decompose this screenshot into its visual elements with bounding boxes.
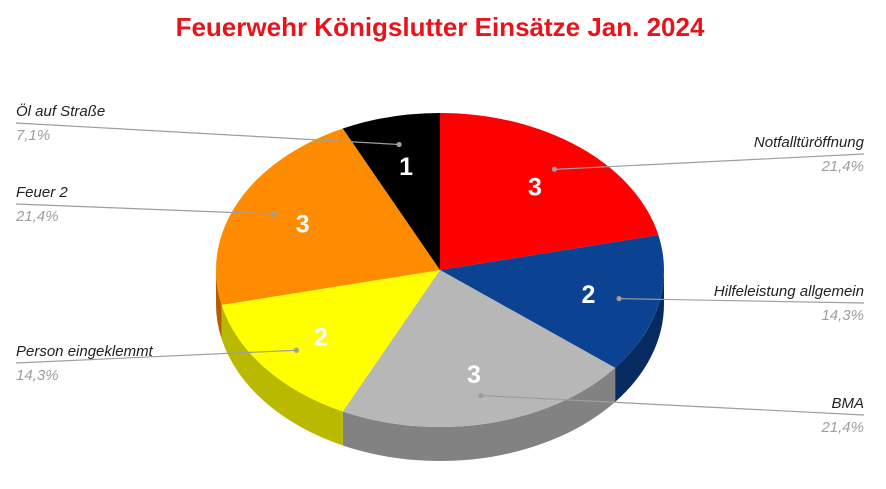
leader-line-bma [480,394,865,416]
leader-lines: Notfalltüröffnung 21,4% Hilfeleistung allg… [15,102,865,436]
slice-label-oel-auf-strasse: Öl auf Straße [16,102,105,120]
slice-value-labels: 3 2 3 2 3 1 [296,153,596,389]
leader-line-oel-auf-strasse [15,122,400,146]
slice-label-hilfeleistung-allgemein: Hilfeleistung allgemein [714,283,864,300]
slice-label-notfalltueroeffnung: Notfalltüröffnung [754,134,865,151]
slice-value-oel-auf-strasse: 1 [399,153,413,181]
leader-line-hilfeleistung-allgemein [619,298,865,304]
pie-side-hilfeleistung-allgemein [615,270,664,402]
slice-label-feuer-2: Feuer 2 [16,184,68,201]
leader-dot-notfalltueroeffnung [551,166,558,172]
slice-value-feuer-2: 3 [296,211,310,239]
pie-slice-oel-auf-strasse [342,113,440,270]
pie-slice-feuer-2 [216,128,440,305]
slice-label-person-eingeklemmt: Person eingeklemmt [16,343,154,360]
leader-dot-hilfeleistung-allgemein [616,296,622,302]
pie-slices [216,113,664,427]
slice-percent-oel-auf-strasse: 7,1% [16,127,50,144]
leader-dot-person-eingeklemmt [293,347,299,353]
slice-percent-person-eingeklemmt: 14,3% [16,367,59,384]
chart-title: Feuerwehr Königslutter Einsätze Jan. 202… [176,12,705,42]
slice-value-hilfeleistung-allgemein: 2 [582,281,596,309]
leader-line-notfalltueroeffnung [554,153,865,170]
pie-side-feuer-2 [216,270,222,339]
leader-dot-feuer-2 [271,211,278,217]
pie-slice-bma [342,270,616,427]
slice-value-person-eingeklemmt: 2 [314,324,328,352]
slice-percent-bma: 21,4% [820,419,864,436]
leader-dot-bma [478,392,484,399]
slice-percent-hilfeleistung-allgemein: 14,3% [821,307,864,324]
slice-percent-notfalltueroeffnung: 21,4% [820,158,864,175]
pie-slice-person-eingeklemmt [221,270,440,412]
pie-slice-notfalltueroeffnung [440,113,659,270]
slice-percent-feuer-2: 21,4% [15,208,59,225]
leader-line-feuer-2 [15,203,275,215]
slice-value-notfalltueroeffnung: 3 [528,174,542,202]
pie-slice-hilfeleistung-allgemein [440,235,664,368]
pie-3d-sides [216,270,664,461]
pie-side-person-eingeklemmt [221,304,343,446]
leader-dot-oel-auf-strasse [396,141,402,148]
leader-line-person-eingeklemmt [15,349,297,364]
slice-value-bma: 3 [467,361,481,389]
slice-label-bma: BMA [831,395,864,412]
pie-side-bma [342,367,616,461]
